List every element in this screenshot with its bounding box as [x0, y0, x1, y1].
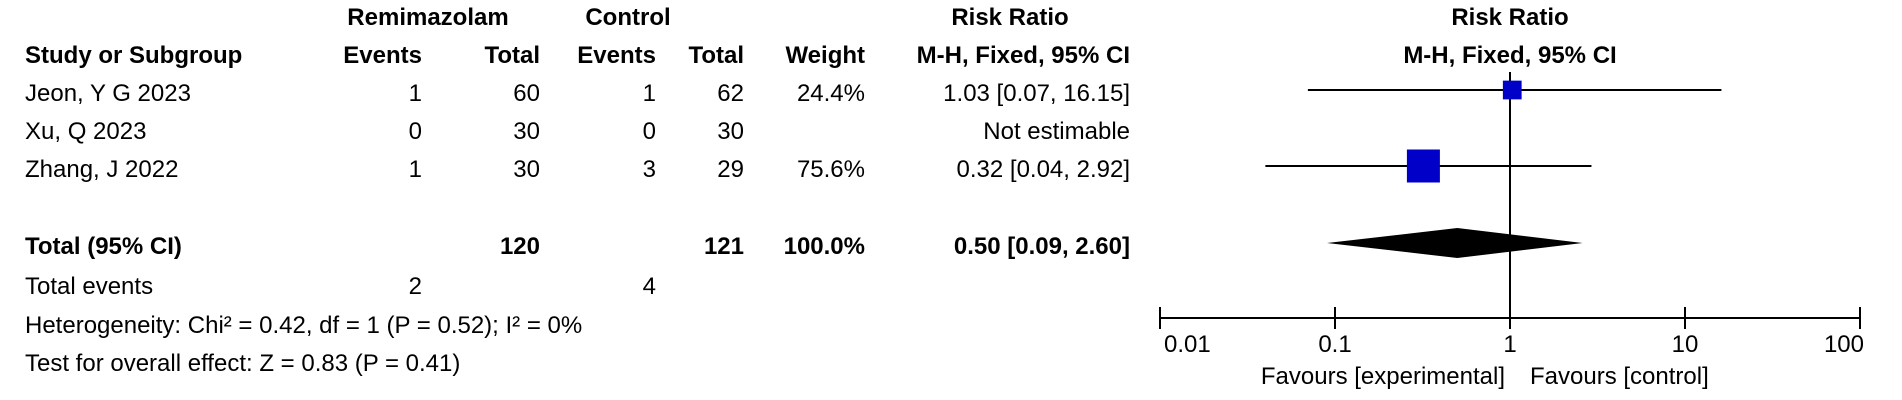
study-events2: 0 [642, 118, 656, 145]
risk-ratio-left-header: Risk Ratio [951, 4, 1069, 31]
study-ci: 0.32 [0.04, 2.92] [956, 156, 1130, 183]
events2-column-header: Events [577, 42, 656, 69]
study-total1: 30 [513, 156, 540, 183]
study-total1: 60 [513, 80, 540, 107]
total-events2: 4 [642, 273, 656, 300]
x-axis-tick-label: 1 [1503, 331, 1516, 358]
study-events1: 1 [408, 156, 422, 183]
study-column-header: Study or Subgroup [25, 42, 243, 69]
x-axis-tick-label: 0.01 [1164, 331, 1211, 358]
events1-column-header: Events [343, 42, 422, 69]
group1-header: Remimazolam [347, 4, 509, 31]
study-name: Zhang, J 2022 [25, 156, 179, 183]
risk-ratio-right-header: Risk Ratio [1451, 4, 1569, 31]
total-events1: 2 [408, 273, 422, 300]
study-weight: 24.4% [796, 80, 865, 107]
study-effect-marker [1502, 80, 1522, 100]
total-events-label: Total events [25, 273, 154, 300]
overall-effect-stat: Test for overall effect: Z = 0.83 (P = 0… [25, 350, 461, 377]
study-events1: 1 [408, 80, 422, 107]
study-effect-marker [1406, 149, 1440, 183]
total-ci: 0.50 [0.09, 2.60] [953, 233, 1130, 260]
heterogeneity-stat: Heterogeneity: Chi² = 0.42, df = 1 (P = … [25, 312, 583, 339]
study-name: Xu, Q 2023 [25, 118, 147, 145]
study-events2: 3 [642, 156, 656, 183]
study-events2: 1 [642, 80, 656, 107]
study-name: Jeon, Y G 2023 [25, 80, 191, 107]
study-ci: 1.03 [0.07, 16.15] [943, 80, 1130, 107]
study-total2: 29 [717, 156, 744, 183]
study-total2: 62 [717, 80, 744, 107]
total1-column-header: Total [484, 42, 540, 69]
method-right-header: M-H, Fixed, 95% CI [1403, 42, 1617, 69]
total-label: Total (95% CI) [25, 233, 182, 260]
pooled-effect-diamond [1326, 228, 1583, 258]
favours-experimental-label: Favours [experimental] [1260, 363, 1505, 390]
method-left-header: M-H, Fixed, 95% CI [916, 42, 1130, 69]
study-events1: 0 [408, 118, 422, 145]
study-total1: 30 [513, 118, 540, 145]
study-ci: Not estimable [983, 118, 1130, 145]
x-axis-tick-label: 0.1 [1318, 331, 1351, 358]
weight-column-header: Weight [785, 42, 865, 69]
x-axis-tick-label: 100 [1824, 331, 1864, 358]
favours-control-label: Favours [control] [1530, 363, 1709, 390]
study-total2: 30 [717, 118, 744, 145]
x-axis-tick-label: 10 [1672, 331, 1699, 358]
total-weight: 100.0% [783, 233, 865, 260]
total2-column-header: Total [688, 42, 744, 69]
study-weight: 75.6% [796, 156, 865, 183]
total-total1: 120 [499, 233, 540, 260]
total-total2: 121 [703, 233, 744, 260]
group2-header: Control [585, 4, 671, 31]
